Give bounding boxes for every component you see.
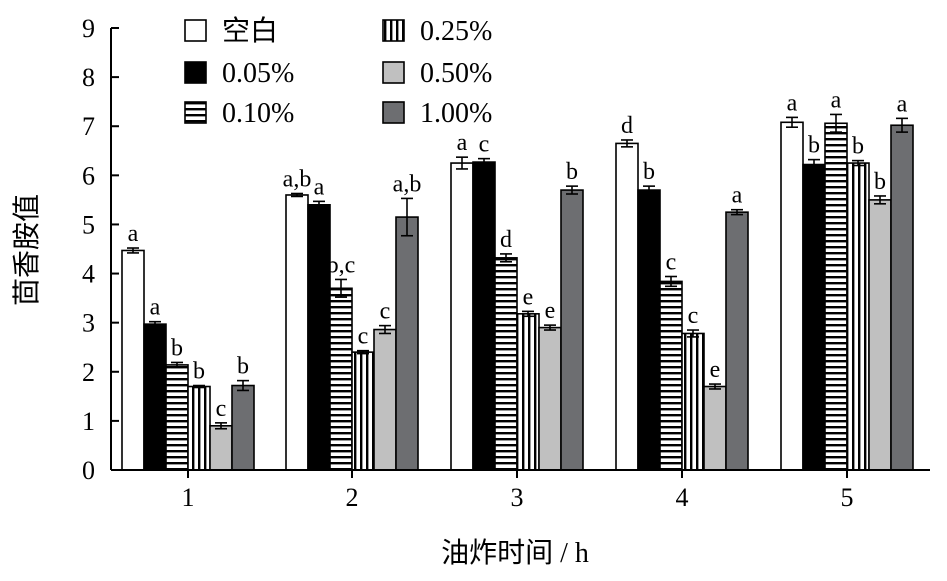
legend-swatch-5 bbox=[382, 61, 405, 84]
y-tick-label: 9 bbox=[82, 14, 95, 43]
significance-label: a bbox=[787, 90, 798, 116]
bar-6-2 bbox=[395, 216, 419, 471]
bar-5-2 bbox=[373, 328, 397, 471]
bar-4-4 bbox=[681, 332, 705, 471]
significance-label: c bbox=[479, 132, 490, 158]
x-tick-label: 2 bbox=[346, 483, 359, 512]
legend-swatch-4 bbox=[382, 19, 405, 42]
significance-label: b bbox=[566, 159, 578, 185]
significance-label: a,b bbox=[393, 171, 422, 197]
legend-label-6: 1.00% bbox=[420, 98, 492, 129]
significance-label: b bbox=[852, 134, 864, 160]
bar-6-3 bbox=[560, 189, 584, 471]
bar-1-2 bbox=[285, 194, 309, 471]
bar-2-2 bbox=[307, 204, 331, 471]
x-axis-title: 油炸时间 / h bbox=[441, 537, 589, 569]
x-tick-label: 4 bbox=[676, 483, 689, 512]
bar-3-4 bbox=[659, 280, 683, 471]
x-tick-label: 3 bbox=[511, 483, 524, 512]
y-tick-label: 8 bbox=[82, 63, 95, 92]
significance-label: c bbox=[380, 299, 391, 325]
bar-1-3 bbox=[450, 162, 474, 471]
bar-3-3 bbox=[494, 257, 518, 471]
legend-label-3: 0.10% bbox=[222, 98, 294, 129]
legend: 空白 0.05% 0.10% 0.25% 0.50% 1.00% bbox=[184, 15, 492, 129]
significance-label: c bbox=[358, 324, 369, 350]
y-axis-title: 茴香胺值 bbox=[11, 194, 43, 306]
bar-1-1 bbox=[121, 249, 145, 471]
bar-4-1 bbox=[187, 385, 211, 471]
bars-layer bbox=[121, 113, 914, 471]
bar-3-1 bbox=[165, 364, 189, 471]
bar-6-1 bbox=[231, 384, 255, 471]
significance-label: a bbox=[150, 295, 161, 321]
y-tick-label: 6 bbox=[82, 161, 95, 190]
significance-label: a bbox=[314, 174, 325, 200]
significance-label: b bbox=[171, 335, 183, 361]
significance-label: d bbox=[621, 113, 633, 139]
significance-label: e bbox=[545, 298, 556, 324]
y-tick-label: 7 bbox=[82, 112, 95, 141]
significance-label: a bbox=[897, 91, 908, 117]
significance-label: a,b bbox=[283, 167, 312, 193]
x-tick-label: 5 bbox=[841, 483, 854, 512]
bar-5-4 bbox=[703, 385, 727, 471]
significance-label: b bbox=[643, 159, 655, 185]
legend-swatch-3 bbox=[184, 101, 207, 124]
significance-label: a bbox=[732, 183, 743, 209]
significance-label: c bbox=[666, 250, 677, 276]
bar-6-5 bbox=[890, 124, 914, 471]
y-tick-label: 2 bbox=[82, 358, 95, 387]
significance-label: c bbox=[216, 396, 227, 422]
bar-1-5 bbox=[780, 121, 804, 471]
significance-label: d bbox=[500, 227, 512, 253]
significance-label: a bbox=[457, 130, 468, 156]
y-tick-label: 4 bbox=[82, 260, 95, 289]
bar-2-3 bbox=[472, 161, 496, 471]
bar-4-5 bbox=[846, 162, 870, 471]
significance-label: e bbox=[710, 357, 721, 383]
significance-label: b bbox=[808, 133, 820, 159]
significance-label: b bbox=[874, 169, 886, 195]
legend-swatch-6 bbox=[382, 101, 405, 124]
bar-6-4 bbox=[725, 211, 749, 471]
bar-2-1 bbox=[143, 323, 167, 471]
significance-label: b bbox=[193, 359, 205, 385]
significance-label: b bbox=[237, 354, 249, 380]
significance-label: c bbox=[688, 303, 699, 329]
legend-label-5: 0.50% bbox=[420, 58, 492, 89]
legend-swatch-1 bbox=[184, 19, 207, 42]
bar-5-3 bbox=[538, 326, 562, 471]
bar-5-5 bbox=[868, 199, 892, 471]
y-tick-label: 1 bbox=[82, 407, 95, 436]
y-tick-label: 0 bbox=[82, 456, 95, 485]
legend-label-2: 0.05% bbox=[222, 58, 294, 89]
significance-label: a bbox=[128, 221, 139, 247]
bar-3-5 bbox=[824, 122, 848, 471]
bar-2-5 bbox=[802, 163, 826, 471]
legend-label-4: 0.25% bbox=[420, 16, 492, 47]
x-tick-label: 1 bbox=[182, 483, 195, 512]
significance-label: e bbox=[523, 284, 534, 310]
y-tick-label: 5 bbox=[82, 210, 95, 239]
legend-label-1: 空白 bbox=[222, 15, 278, 47]
axes-layer: 0 1 2 3 4 5 6 7 8 9 1 2 3 4 5 bbox=[82, 14, 930, 512]
bar-4-2 bbox=[351, 351, 375, 471]
y-tick-label: 3 bbox=[82, 309, 95, 338]
significance-label: a bbox=[831, 87, 842, 113]
bar-3-2 bbox=[329, 287, 353, 471]
bar-4-3 bbox=[516, 313, 540, 471]
significance-label: b,c bbox=[327, 252, 356, 278]
bar-2-4 bbox=[637, 189, 661, 471]
bar-1-4 bbox=[615, 142, 639, 471]
legend-swatch-2 bbox=[184, 61, 207, 84]
bar-5-1 bbox=[209, 424, 233, 471]
